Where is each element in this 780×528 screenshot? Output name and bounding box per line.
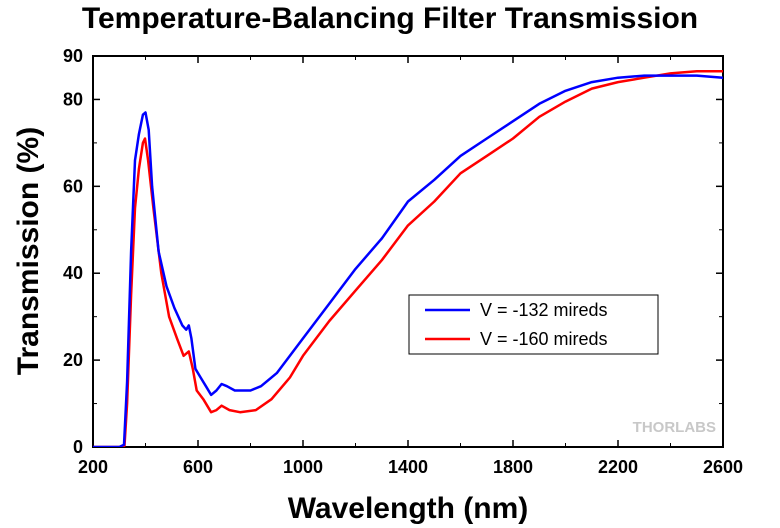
x-tick-label: 1400 [388, 457, 428, 477]
x-tick-label: 600 [183, 457, 213, 477]
brand-logo: THORLABS [633, 419, 716, 436]
x-tick-label: 1800 [493, 457, 533, 477]
legend-box [408, 294, 659, 355]
series-line-2 [93, 69, 723, 447]
y-tick-label: 0 [73, 437, 83, 457]
x-tick-label: 2200 [598, 457, 638, 477]
y-tick-label: 20 [63, 350, 83, 370]
plot-frame [92, 55, 724, 448]
y-tick-label: 90 [63, 46, 83, 66]
x-tick-label: 200 [78, 457, 108, 477]
x-tick-label: 2600 [703, 457, 743, 477]
series-line-1 [93, 74, 723, 447]
legend: V = -132 mireds V = -160 mireds [408, 294, 659, 355]
x-tick-label: 1000 [283, 457, 323, 477]
y-tick-label: 80 [63, 89, 83, 109]
y-tick-label: 40 [63, 263, 83, 283]
x-axis-title: Wavelength (nm) [288, 492, 529, 525]
legend-label-series-1: V = -132 mireds [480, 300, 608, 320]
y-tick-label: 60 [63, 176, 83, 196]
y-axis-title: Transmission (%) [12, 127, 45, 375]
chart-title: Temperature-Balancing Filter Transmissio… [81, 2, 699, 35]
legend-label-series-2: V = -160 mireds [480, 329, 608, 349]
